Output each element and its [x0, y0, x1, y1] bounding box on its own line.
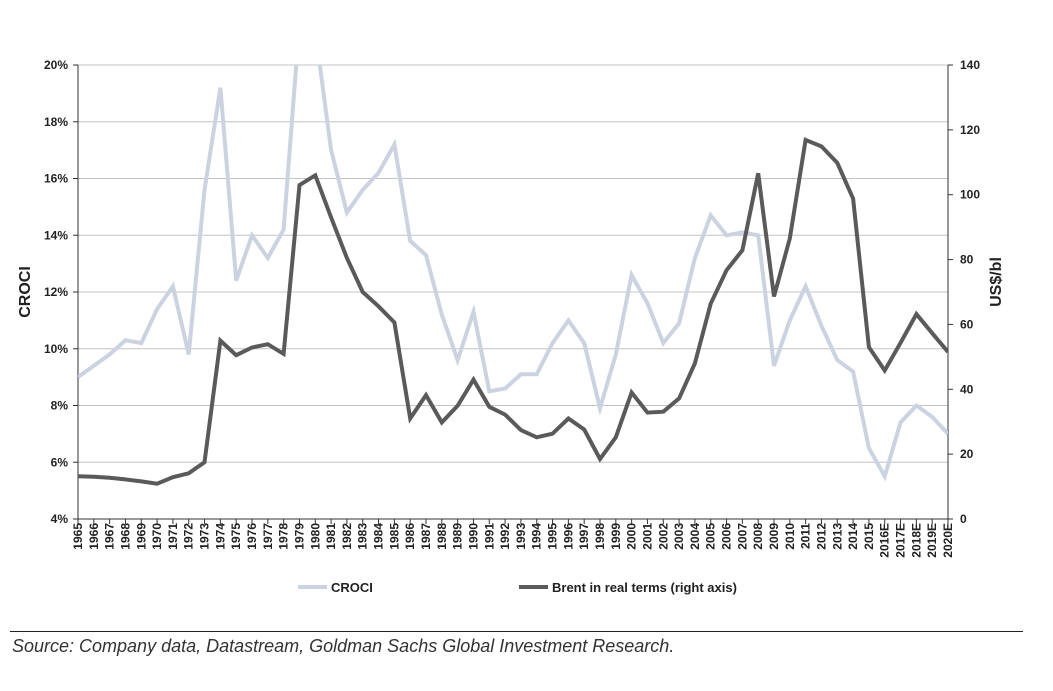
x-tick-label: 1980 — [308, 523, 322, 550]
brent-line — [78, 137, 948, 486]
x-tick-label: 1981 — [324, 523, 338, 550]
x-tick-label: 1965 — [71, 523, 85, 550]
x-tick-label: 1988 — [435, 523, 449, 550]
x-tick-label: 1982 — [340, 523, 354, 550]
croci-line — [78, 65, 948, 482]
x-tick-label: 2006 — [720, 523, 734, 550]
source-note: Source: Company data, Datastream, Goldma… — [12, 636, 675, 656]
x-tick-label: 1984 — [372, 523, 386, 550]
x-tick-label: 2001 — [640, 523, 654, 550]
right-axis-title: US$/bl — [988, 257, 1005, 307]
right-tick-label: 80 — [960, 253, 974, 267]
x-tick-label: 2019E — [925, 523, 939, 558]
x-tick-label: 1985 — [387, 523, 401, 550]
x-tick-label: 1986 — [403, 523, 417, 550]
x-tick-label: 1966 — [87, 523, 101, 550]
legend-label-brent: Brent in real terms (right axis) — [552, 580, 737, 595]
left-tick-label: 10% — [44, 342, 68, 356]
x-tick-label: 1979 — [292, 523, 306, 550]
x-tick-label: 2003 — [672, 523, 686, 550]
left-tick-label: 14% — [44, 228, 68, 242]
x-tick-label: 2004 — [688, 523, 702, 550]
right-tick-label: 40 — [960, 382, 974, 396]
right-tick-label: 120 — [960, 123, 980, 137]
left-tick-label: 4% — [51, 512, 69, 526]
gridlines — [78, 64, 948, 463]
x-tick-label: 1991 — [482, 523, 496, 550]
x-tick-label: 2016E — [878, 523, 892, 558]
x-tick-label: 1968 — [118, 523, 132, 550]
left-tick-label: 18% — [44, 115, 68, 129]
x-axis-ticks: 1965 1966 1967 1968 1969 1970 1971 1972 1973 1974… — [71, 519, 955, 558]
x-tick-label: 2011 — [799, 523, 813, 549]
x-tick-label: 1970 — [150, 523, 164, 550]
right-tick-label: 100 — [960, 188, 980, 202]
x-tick-label: 1997 — [577, 523, 591, 550]
x-tick-label: 1978 — [277, 523, 291, 550]
x-tick-label: 1975 — [229, 523, 243, 550]
x-tick-label: 1983 — [356, 523, 370, 550]
x-tick-label: 1987 — [419, 523, 433, 550]
x-tick-label: 1994 — [530, 523, 544, 550]
x-tick-label: 1998 — [593, 523, 607, 550]
left-tick-label: 8% — [51, 399, 69, 413]
x-tick-label: 1977 — [261, 523, 275, 550]
x-tick-label: 1973 — [198, 523, 212, 550]
left-tick-label: 12% — [44, 285, 68, 299]
croci-brent-chart: 4% 6% 8% 10% 12% 14% 16% 18% 20% 0 20 40 60 80 100 120… — [17, 58, 1005, 595]
x-tick-label: 2000 — [625, 523, 639, 550]
x-tick-label: 2009 — [767, 523, 781, 550]
right-tick-label: 60 — [960, 317, 974, 331]
legend-label-croci: CROCI — [331, 580, 373, 595]
series-lines — [78, 65, 948, 486]
x-tick-label: 2015 — [862, 523, 876, 550]
x-tick-label: 1993 — [514, 523, 528, 550]
left-tick-label: 20% — [44, 58, 68, 72]
left-tick-label: 6% — [51, 455, 69, 469]
left-tick-label: 16% — [44, 172, 68, 186]
x-tick-label: 1972 — [182, 523, 196, 550]
source-divider — [10, 631, 1023, 632]
x-tick-label: 2018E — [909, 523, 923, 558]
x-tick-label: 2014 — [846, 523, 860, 550]
x-tick-label: 2013 — [830, 523, 844, 550]
right-tick-label: 0 — [960, 512, 967, 526]
x-tick-label: 2002 — [656, 523, 670, 550]
right-axis-ticks: 0 20 40 60 80 100 120 140 — [948, 58, 980, 526]
right-tick-label: 140 — [960, 58, 980, 72]
x-tick-label: 1992 — [498, 523, 512, 550]
x-tick-label: 1996 — [561, 523, 575, 550]
x-tick-label: 2008 — [751, 523, 765, 550]
right-tick-label: 20 — [960, 447, 974, 461]
x-tick-label: 2007 — [735, 523, 749, 550]
x-tick-label: 2005 — [704, 523, 718, 550]
x-tick-label: 1990 — [466, 523, 480, 550]
x-tick-label: 1971 — [166, 523, 180, 550]
x-tick-label: 2010 — [783, 523, 797, 550]
left-axis-ticks: 4% 6% 8% 10% 12% 14% 16% 18% 20% — [44, 58, 78, 526]
x-tick-label: 2017E — [894, 523, 908, 558]
legend: CROCI Brent in real terms (right axis) — [298, 580, 737, 595]
x-tick-label: 1999 — [609, 523, 623, 550]
x-tick-label: 1976 — [245, 523, 259, 550]
x-tick-label: 2012 — [814, 523, 828, 550]
x-tick-label: 1974 — [213, 523, 227, 550]
x-tick-label: 1967 — [103, 523, 117, 550]
x-tick-label: 1989 — [451, 523, 465, 550]
x-tick-label: 2020E — [941, 523, 955, 558]
x-tick-label: 1969 — [134, 523, 148, 550]
left-axis-title: CROCI — [17, 266, 34, 318]
x-tick-label: 1995 — [546, 523, 560, 550]
